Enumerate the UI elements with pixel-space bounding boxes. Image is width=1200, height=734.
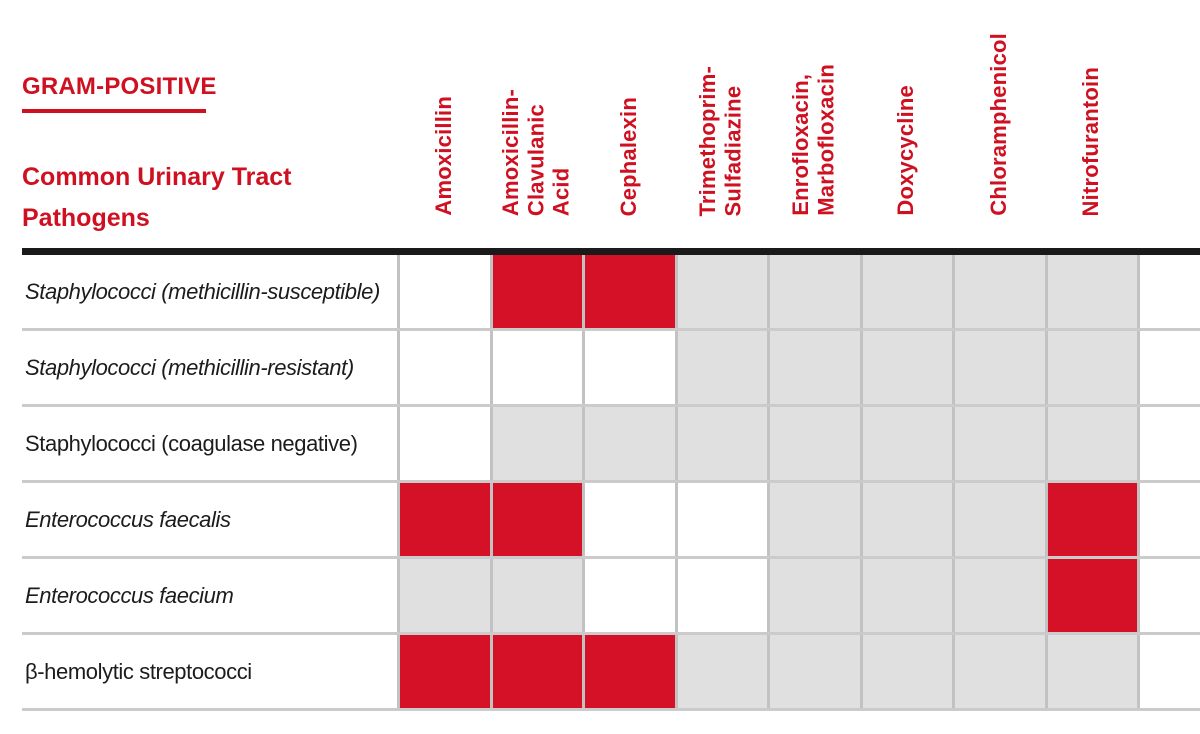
susceptibility-cell	[582, 483, 675, 556]
table-row: β-hemolytic streptococci	[22, 635, 1200, 711]
section-title: GRAM-POSITIVE	[22, 73, 217, 100]
column-label: Amoxicillin- Clavulanic Acid	[497, 88, 574, 216]
cropped-filler-cell	[1137, 635, 1200, 708]
cropped-filler-cell	[1137, 331, 1200, 404]
column-header-chloramphenicol: Chloramphenicol	[952, 0, 1045, 248]
susceptibility-cell	[674, 331, 767, 404]
susceptibility-cell	[397, 407, 490, 480]
chart-subtitle: Common Urinary Tract Pathogens	[22, 163, 292, 233]
susceptibility-cell	[674, 559, 767, 632]
susceptibility-cell	[582, 331, 675, 404]
susceptibility-cell	[489, 331, 582, 404]
susceptibility-cell	[674, 407, 767, 480]
susceptibility-table: Staphylococci (methicillin-susceptible) …	[22, 248, 1200, 711]
column-label: Trimethoprim- Sulfadiazine	[695, 65, 746, 217]
table-row: Staphylococci (coagulase negative)	[22, 407, 1200, 483]
susceptibility-cell	[582, 635, 675, 708]
susceptibility-cell	[767, 331, 860, 404]
susceptibility-cell	[397, 483, 490, 556]
column-label: Chloramphenicol	[985, 33, 1011, 216]
column-header-amoxicillin: Amoxicillin	[397, 0, 490, 248]
susceptibility-cell	[859, 255, 952, 328]
row-label: β-hemolytic streptococci	[22, 635, 397, 708]
susceptibility-cell	[952, 255, 1045, 328]
susceptibility-cell	[397, 255, 490, 328]
section-title-underline	[22, 109, 206, 114]
table-row: Enterococcus faecalis	[22, 483, 1200, 559]
row-label: Staphylococci (methicillin-resistant)	[22, 331, 397, 404]
susceptibility-cell	[582, 407, 675, 480]
row-label: Enterococcus faecium	[22, 559, 397, 632]
susceptibility-cell	[1044, 407, 1137, 480]
table-row: Staphylococci (methicillin-resistant)	[22, 331, 1200, 407]
susceptibility-cell	[397, 635, 490, 708]
susceptibility-cell	[859, 559, 952, 632]
susceptibility-cell	[397, 331, 490, 404]
cropped-filler-cell	[1137, 483, 1200, 556]
susceptibility-cell	[1044, 255, 1137, 328]
column-header-strip: Amoxicillin Amoxicillin- Clavulanic Acid…	[397, 0, 1137, 248]
cropped-filler-cell	[1137, 559, 1200, 632]
susceptibility-cell	[397, 559, 490, 632]
susceptibility-cell	[952, 407, 1045, 480]
cropped-filler-cell	[1137, 407, 1200, 480]
susceptibility-cell	[1044, 559, 1137, 632]
susceptibility-cell	[952, 483, 1045, 556]
susceptibility-cell	[582, 255, 675, 328]
cropped-filler-cell	[1137, 255, 1200, 328]
column-label: Cephalexin	[615, 96, 641, 216]
row-label: Staphylococci (methicillin-susceptible)	[22, 255, 397, 328]
susceptibility-cell	[767, 407, 860, 480]
susceptibility-cell	[767, 559, 860, 632]
susceptibility-cell	[859, 407, 952, 480]
susceptibility-cell	[1044, 635, 1137, 708]
susceptibility-cell	[582, 559, 675, 632]
column-header-doxycycline: Doxycycline	[860, 0, 953, 248]
susceptibility-cell	[1044, 483, 1137, 556]
susceptibility-cell	[489, 255, 582, 328]
column-header-trimethoprim-sulfadiazine: Trimethoprim- Sulfadiazine	[675, 0, 768, 248]
susceptibility-cell	[489, 559, 582, 632]
column-header-cephalexin: Cephalexin	[582, 0, 675, 248]
row-label: Enterococcus faecalis	[22, 483, 397, 556]
susceptibility-cell	[859, 635, 952, 708]
susceptibility-cell	[489, 407, 582, 480]
chart-title-block: GRAM-POSITIVE Common Urinary Tract Patho…	[22, 73, 392, 239]
susceptibility-cell	[674, 635, 767, 708]
column-label: Amoxicillin	[430, 96, 456, 216]
susceptibility-cell	[489, 483, 582, 556]
column-header-enrofloxacin-marbofloxacin: Enrofloxacin, Marbofloxacin	[767, 0, 860, 248]
column-label: Enrofloxacin, Marbofloxacin	[787, 64, 839, 216]
susceptibility-cell	[767, 635, 860, 708]
susceptibility-cell	[767, 255, 860, 328]
table-top-rule	[22, 248, 1200, 255]
susceptibility-cell	[952, 559, 1045, 632]
susceptibility-cell	[859, 331, 952, 404]
susceptibility-cell	[767, 483, 860, 556]
row-label: Staphylococci (coagulase negative)	[22, 407, 397, 480]
susceptibility-cell	[1044, 331, 1137, 404]
table-row: Staphylococci (methicillin-susceptible)	[22, 255, 1200, 331]
susceptibility-cell	[674, 255, 767, 328]
table-row: Enterococcus faecium	[22, 559, 1200, 635]
susceptibility-cell	[674, 483, 767, 556]
column-label: Nitrofurantoin	[1078, 66, 1104, 216]
column-label: Doxycycline	[893, 85, 919, 216]
susceptibility-cell	[952, 635, 1045, 708]
susceptibility-cell	[859, 483, 952, 556]
susceptibility-cell	[489, 635, 582, 708]
column-header-nitrofurantoin: Nitrofurantoin	[1045, 0, 1138, 248]
column-header-amoxicillin-clavulanic-acid: Amoxicillin- Clavulanic Acid	[490, 0, 583, 248]
susceptibility-cell	[952, 331, 1045, 404]
